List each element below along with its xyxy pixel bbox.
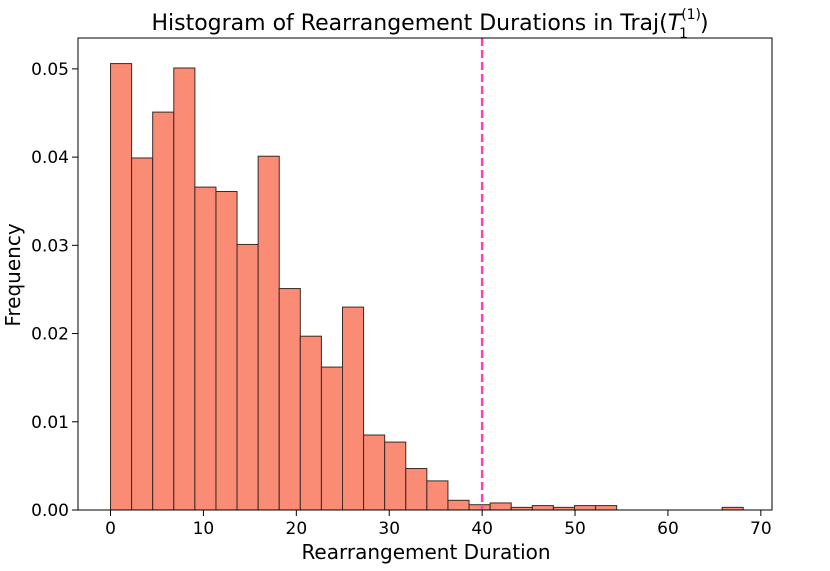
plot-area: 0 10 20 30 40 50 60 70 0.00 0.01 0.02 0.03 0.04 0.05 xyxy=(31,37,773,539)
y-tick-label: 0.00 xyxy=(31,501,69,521)
histogram-bar xyxy=(194,186,217,511)
chart-title-main: Histogram of Rearrangement Durations in … xyxy=(151,11,667,36)
y-axis-label: Frequency xyxy=(1,223,25,326)
chart-title-var: T xyxy=(668,11,683,36)
chart-title: Histogram of Rearrangement Durations in … xyxy=(151,7,708,42)
histogram-bar xyxy=(173,67,196,511)
histogram-bar xyxy=(384,441,407,511)
chart-title-sup: (1) xyxy=(681,7,701,23)
x-tick-label: 10 xyxy=(193,519,215,539)
y-tick-label: 0.03 xyxy=(31,236,69,256)
plot-frame xyxy=(77,37,773,511)
chart-title-sub: 1 xyxy=(679,26,688,42)
histogram-bar xyxy=(110,63,133,511)
x-tick-label: 0 xyxy=(105,519,116,539)
x-tick-label: 20 xyxy=(286,519,308,539)
histogram-bar xyxy=(152,111,175,511)
histogram-bar xyxy=(342,306,365,511)
histogram-bar xyxy=(299,335,322,511)
histogram-bar xyxy=(257,155,280,511)
histogram-bar xyxy=(363,434,386,511)
histogram-bar xyxy=(489,502,512,511)
y-tick-label: 0.02 xyxy=(31,325,69,345)
histogram-bar xyxy=(595,505,618,511)
x-tick-label: 40 xyxy=(471,519,493,539)
histogram-bar xyxy=(405,468,428,511)
y-tick-label: 0.05 xyxy=(31,60,69,80)
histogram-bar xyxy=(236,243,259,511)
x-axis-label: Rearrangement Duration xyxy=(301,540,550,564)
y-tick-label: 0.01 xyxy=(31,413,69,433)
x-tick-label: 50 xyxy=(564,519,586,539)
y-tick-label: 0.04 xyxy=(31,148,69,168)
histogram-bar xyxy=(426,480,449,511)
histogram-bar xyxy=(468,504,491,511)
x-tick-label: 70 xyxy=(750,519,772,539)
histogram-bar xyxy=(447,499,470,511)
histogram-bar xyxy=(278,288,301,511)
x-tick-label: 30 xyxy=(378,519,400,539)
chart-title-close: ) xyxy=(700,11,709,36)
histogram-bar xyxy=(531,505,554,511)
x-tick-label: 60 xyxy=(657,519,679,539)
histogram-bar xyxy=(573,505,597,511)
histogram-bar xyxy=(131,157,154,511)
histogram-bar xyxy=(320,366,344,511)
histogram-bar xyxy=(215,191,238,511)
